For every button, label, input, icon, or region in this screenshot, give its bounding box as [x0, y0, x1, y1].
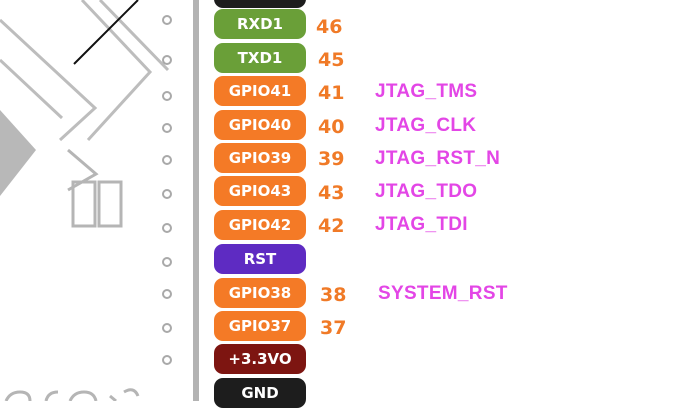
board-edge-graphic	[0, 0, 170, 142]
pin-label-gpio38: GPIO38	[214, 278, 306, 308]
pin-label-gpio41: GPIO41	[214, 76, 306, 106]
pin-function: JTAG_RST_N	[375, 148, 501, 169]
pin-label-gpio40: GPIO40	[214, 110, 306, 140]
board-logo-fragment	[4, 388, 140, 401]
pin-label-rxd1: RXD1	[214, 9, 306, 39]
pin-number: 42	[318, 215, 345, 237]
pin-label-33vo: +3.3VO	[214, 344, 306, 374]
pin-cutoff-top	[214, 0, 306, 8]
pin-label-gpio39: GPIO39	[214, 143, 306, 173]
board-grey-shape	[0, 110, 36, 196]
chip-outline	[67, 148, 123, 228]
pin-function: JTAG_CLK	[375, 115, 477, 136]
pin-number: 45	[318, 49, 345, 71]
antenna-line	[73, 0, 139, 65]
pin-number: 46	[316, 16, 343, 38]
pin-number: 37	[320, 317, 347, 339]
pin-number: 39	[318, 148, 345, 170]
pin-number: 41	[318, 82, 345, 104]
pin-function: JTAG_TMS	[375, 81, 478, 102]
pin-label-gpio37: GPIO37	[214, 311, 306, 341]
pin-number: 43	[318, 182, 345, 204]
pin-number: 40	[318, 116, 345, 138]
pin-function: JTAG_TDO	[375, 181, 478, 202]
pin-label-txd1: TXD1	[214, 43, 306, 73]
pin-number: 38	[320, 284, 347, 306]
pin-function: SYSTEM_RST	[378, 283, 508, 304]
header-divider	[193, 0, 199, 401]
pin-label-gpio42: GPIO42	[214, 210, 306, 240]
pin-label-gnd: GND	[214, 378, 306, 408]
header-holes	[162, 15, 172, 365]
pin-label-rst: RST	[214, 244, 306, 274]
pin-label-gpio43: GPIO43	[214, 176, 306, 206]
pin-function: JTAG_TDI	[375, 214, 468, 235]
